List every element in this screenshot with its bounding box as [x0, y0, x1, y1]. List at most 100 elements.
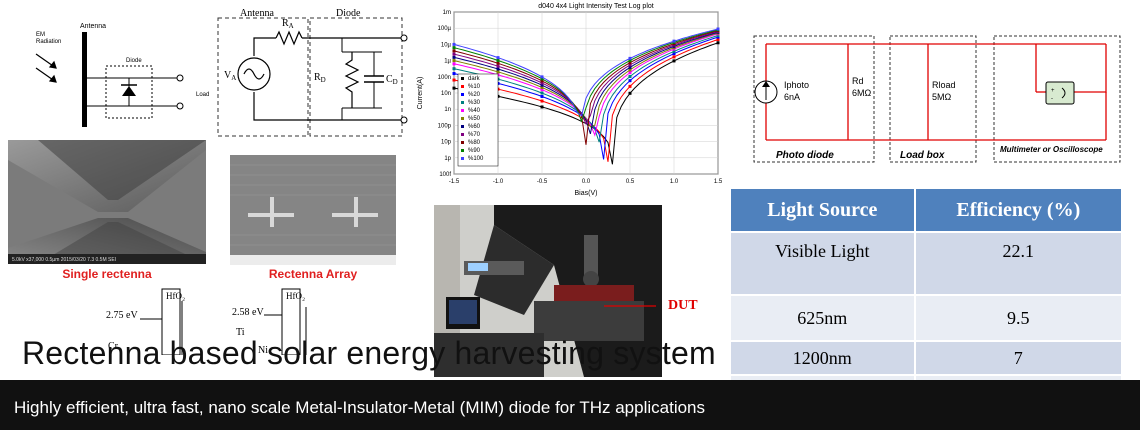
legend-swatch: [461, 117, 464, 120]
cell-efficiency: 9.5: [914, 294, 1124, 341]
series-point: [716, 38, 720, 42]
legend-swatch: [461, 125, 464, 128]
legend-swatch: [461, 133, 464, 136]
svg-text:+: +: [1051, 88, 1055, 94]
x-tick-label: -1.5: [449, 179, 460, 185]
iv-log-chart: d040 4x4 Light Intensity Test Log plot 1…: [417, 3, 723, 197]
hfo2-right-label: HfO₂: [286, 291, 305, 301]
band-diagram-cr: HfO₂ 2.75 eV Cr: [106, 288, 185, 355]
series-point: [540, 88, 544, 92]
page-headline: Rectenna based solar energy harvesting s…: [22, 335, 716, 371]
series-point: [452, 46, 456, 50]
series-point: [716, 41, 720, 45]
series-point: [452, 62, 456, 66]
photo-diode-label: Photo diode: [776, 150, 834, 161]
series-point: [628, 74, 632, 78]
photodiode-equivalent-circuit: Iphoto 6nA Rd 6MΩ Rload 5MΩ + - Photo dio…: [753, 35, 1121, 163]
series-point: [628, 56, 632, 60]
series-point: [716, 27, 720, 31]
legend-entry: %20: [468, 92, 481, 98]
series-point: [496, 61, 500, 65]
series-point: [496, 56, 500, 60]
cd-label: CD: [386, 74, 398, 86]
barrier-left-label: 2.75 eV: [106, 310, 138, 321]
iphoto-value: 6nA: [784, 92, 800, 102]
chart-title: d040 4x4 Light Intensity Test Log plot: [538, 3, 654, 10]
legend-entry: %70: [468, 132, 481, 138]
rd-label: RD: [314, 72, 326, 84]
series-point: [672, 49, 676, 53]
series-point: [452, 67, 456, 71]
metal-ni-label: Ni: [258, 345, 268, 355]
diode-symbol: [122, 86, 136, 96]
iphoto-label: Iphoto: [784, 80, 809, 90]
rd-label: Rd: [852, 76, 864, 86]
series-point: [496, 70, 500, 74]
barrier-right-label: 2.58 eV: [232, 307, 264, 318]
radiation-arrows: [35, 53, 57, 83]
series-point: [452, 86, 456, 90]
table-row: 625nm 9.5: [731, 294, 1124, 341]
efficiency-table: Light Source Efficiency (%) Visible Ligh…: [731, 189, 1124, 410]
diode-box-label: Diode: [126, 58, 142, 64]
legend-entry: dark: [468, 76, 481, 82]
series-point: [628, 84, 632, 88]
series-point: [452, 59, 456, 63]
legend-entry: %60: [468, 124, 481, 130]
series-point: [716, 35, 720, 39]
ra-resistor: [275, 30, 303, 46]
y-tick-label: 1m: [443, 10, 451, 16]
series-point: [452, 42, 456, 46]
series-point: [496, 67, 500, 71]
rd-value: 6MΩ: [852, 88, 872, 98]
x-tick-label: 1.0: [670, 179, 679, 185]
header-efficiency: Efficiency (%): [914, 189, 1124, 232]
svg-text:-: -: [1051, 96, 1053, 102]
antenna-label: Antenna: [80, 23, 106, 30]
series-point: [452, 72, 456, 76]
y-tick-label: 1p: [444, 156, 451, 162]
sem-info-bar: 5.0kV x37,000 0.5µm 2015/03/20 7.3 0.5M …: [12, 257, 116, 263]
rd-resistor: [344, 52, 360, 108]
series-point: [452, 55, 456, 59]
legend-swatch: [461, 157, 464, 160]
sem-rectenna-array: [230, 155, 396, 265]
legend-entry: %50: [468, 116, 481, 122]
va-label: VA: [224, 70, 236, 82]
rload-value: 5MΩ: [932, 92, 952, 102]
series-point: [496, 58, 500, 62]
legend-swatch: [461, 93, 464, 96]
cell-efficiency: 22.1: [914, 231, 1124, 295]
legend-swatch: [461, 149, 464, 152]
cell-source: 1200nm: [731, 340, 916, 375]
circuit-diode-label: Diode: [336, 8, 361, 19]
y-tick-label: 10n: [441, 91, 451, 97]
series-point: [540, 75, 544, 79]
x-tick-label: 0.0: [582, 179, 591, 185]
ra-label: RA: [282, 18, 294, 30]
series-point: [540, 94, 544, 98]
load-box-label: Load box: [900, 150, 945, 161]
series-point: [452, 49, 456, 53]
series-point: [540, 85, 544, 89]
legend-entry: %30: [468, 100, 481, 106]
chart-ylabel: Current(A): [417, 77, 424, 110]
series-point: [540, 105, 544, 109]
cell-efficiency: 7: [914, 340, 1124, 375]
legend-swatch: [461, 101, 464, 104]
chart-xlabel: Bias(V): [575, 190, 598, 197]
footer-caption: Highly efficient, ultra fast, nano scale…: [14, 398, 705, 417]
chart-legend-box: [457, 73, 499, 167]
cell-source: 625nm: [731, 294, 916, 341]
series-point: [496, 64, 500, 68]
legend-entry: %90: [468, 148, 481, 154]
table-row: 1200nm 7: [731, 340, 1124, 375]
dut-label: DUT: [668, 298, 698, 313]
y-tick-label: 100f: [439, 172, 451, 178]
y-tick-label: 1µ: [444, 59, 451, 65]
x-tick-label: 1.5: [714, 179, 723, 185]
series-point: [540, 83, 544, 87]
series-point: [452, 52, 456, 56]
band-diagram-ti: HfO₂ 2.58 eV Ti Ni: [232, 288, 307, 355]
legend-entry: %40: [468, 108, 481, 114]
